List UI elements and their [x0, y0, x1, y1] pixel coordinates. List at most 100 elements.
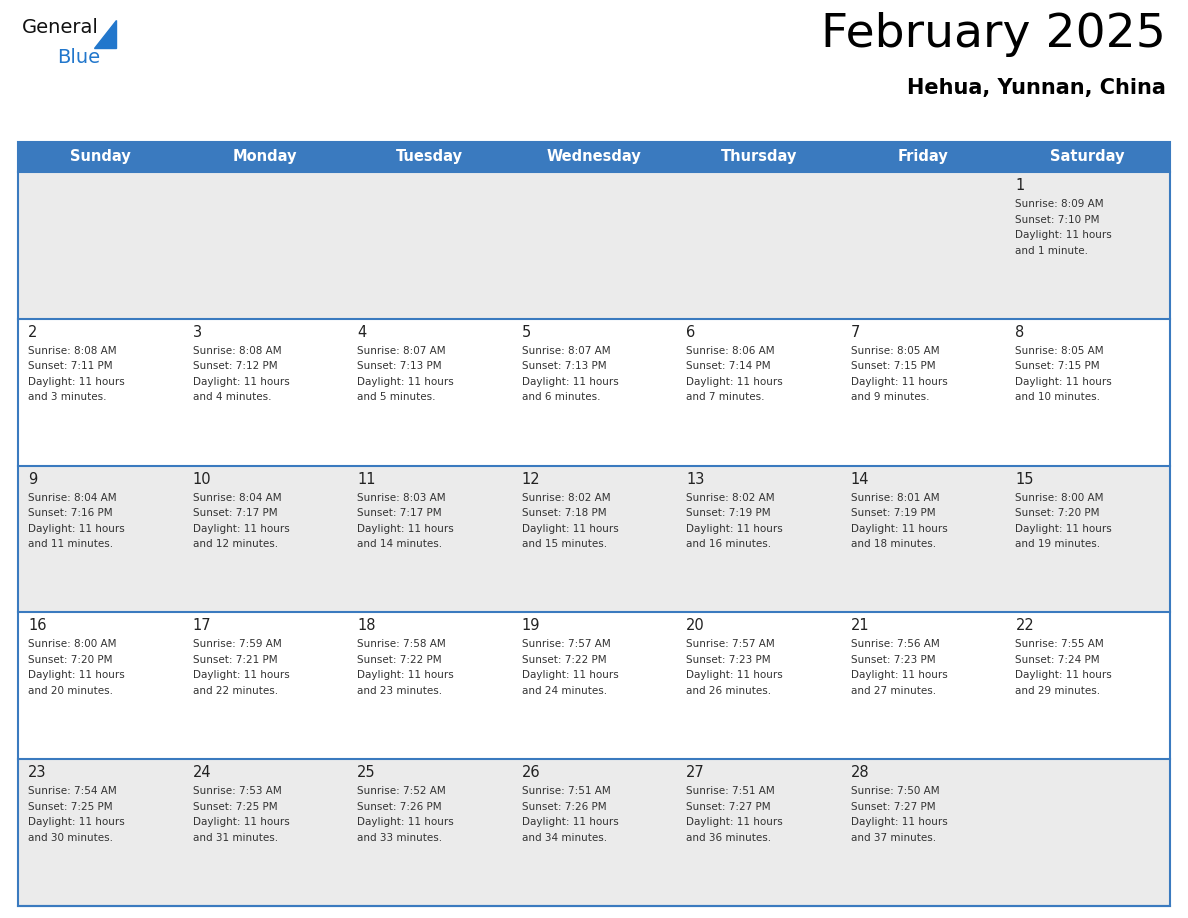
Text: 28: 28 — [851, 766, 870, 780]
Text: Sunrise: 8:00 AM: Sunrise: 8:00 AM — [29, 640, 116, 649]
Text: 5: 5 — [522, 325, 531, 340]
Text: Sunset: 7:16 PM: Sunset: 7:16 PM — [29, 508, 113, 518]
Text: 13: 13 — [687, 472, 704, 487]
Text: Daylight: 11 hours: Daylight: 11 hours — [1016, 670, 1112, 680]
Text: Sunrise: 8:02 AM: Sunrise: 8:02 AM — [522, 493, 611, 502]
Polygon shape — [94, 20, 116, 48]
Text: 16: 16 — [29, 619, 46, 633]
Text: Daylight: 11 hours: Daylight: 11 hours — [851, 670, 948, 680]
Text: February 2025: February 2025 — [821, 12, 1165, 57]
Text: and 16 minutes.: and 16 minutes. — [687, 539, 771, 549]
Text: 27: 27 — [687, 766, 704, 780]
Text: Sunset: 7:25 PM: Sunset: 7:25 PM — [192, 801, 277, 812]
Text: Daylight: 11 hours: Daylight: 11 hours — [358, 817, 454, 827]
Text: Daylight: 11 hours: Daylight: 11 hours — [1016, 230, 1112, 240]
Text: Sunset: 7:12 PM: Sunset: 7:12 PM — [192, 362, 277, 371]
Text: Sunday: Sunday — [70, 150, 131, 164]
Text: Sunset: 7:17 PM: Sunset: 7:17 PM — [358, 508, 442, 518]
Text: 12: 12 — [522, 472, 541, 487]
Text: Sunrise: 7:53 AM: Sunrise: 7:53 AM — [192, 786, 282, 796]
Text: Sunrise: 8:08 AM: Sunrise: 8:08 AM — [29, 346, 116, 356]
Text: and 5 minutes.: and 5 minutes. — [358, 392, 436, 402]
Text: Sunset: 7:20 PM: Sunset: 7:20 PM — [1016, 508, 1100, 518]
Text: and 15 minutes.: and 15 minutes. — [522, 539, 607, 549]
Text: Sunrise: 8:04 AM: Sunrise: 8:04 AM — [192, 493, 282, 502]
Text: and 24 minutes.: and 24 minutes. — [522, 686, 607, 696]
Bar — [18, 465, 1170, 612]
Text: Daylight: 11 hours: Daylight: 11 hours — [29, 670, 125, 680]
Text: Sunset: 7:24 PM: Sunset: 7:24 PM — [1016, 655, 1100, 665]
Text: Daylight: 11 hours: Daylight: 11 hours — [851, 817, 948, 827]
Text: 18: 18 — [358, 619, 375, 633]
Text: Saturday: Saturday — [1050, 150, 1125, 164]
Text: and 23 minutes.: and 23 minutes. — [358, 686, 442, 696]
Text: and 12 minutes.: and 12 minutes. — [192, 539, 278, 549]
Text: Daylight: 11 hours: Daylight: 11 hours — [851, 523, 948, 533]
Text: 15: 15 — [1016, 472, 1034, 487]
Text: Sunset: 7:22 PM: Sunset: 7:22 PM — [522, 655, 606, 665]
Text: Sunset: 7:13 PM: Sunset: 7:13 PM — [522, 362, 606, 371]
Text: Monday: Monday — [233, 150, 297, 164]
Text: Daylight: 11 hours: Daylight: 11 hours — [358, 523, 454, 533]
Text: Daylight: 11 hours: Daylight: 11 hours — [1016, 523, 1112, 533]
Text: 10: 10 — [192, 472, 211, 487]
Text: and 37 minutes.: and 37 minutes. — [851, 833, 936, 843]
Text: Daylight: 11 hours: Daylight: 11 hours — [192, 523, 290, 533]
Text: Wednesday: Wednesday — [546, 150, 642, 164]
Text: 14: 14 — [851, 472, 870, 487]
Text: Sunset: 7:25 PM: Sunset: 7:25 PM — [29, 801, 113, 812]
Text: and 30 minutes.: and 30 minutes. — [29, 833, 113, 843]
Text: Daylight: 11 hours: Daylight: 11 hours — [1016, 376, 1112, 386]
Bar — [18, 319, 1170, 465]
Text: Sunrise: 8:02 AM: Sunrise: 8:02 AM — [687, 493, 775, 502]
Text: Daylight: 11 hours: Daylight: 11 hours — [522, 817, 619, 827]
Text: Sunset: 7:15 PM: Sunset: 7:15 PM — [851, 362, 935, 371]
Text: Daylight: 11 hours: Daylight: 11 hours — [687, 670, 783, 680]
Text: Thursday: Thursday — [720, 150, 797, 164]
Text: Sunrise: 8:08 AM: Sunrise: 8:08 AM — [192, 346, 282, 356]
Text: Sunset: 7:27 PM: Sunset: 7:27 PM — [687, 801, 771, 812]
Text: Sunrise: 7:59 AM: Sunrise: 7:59 AM — [192, 640, 282, 649]
Text: Sunset: 7:23 PM: Sunset: 7:23 PM — [687, 655, 771, 665]
Text: Sunset: 7:11 PM: Sunset: 7:11 PM — [29, 362, 113, 371]
Text: Sunrise: 7:58 AM: Sunrise: 7:58 AM — [358, 640, 446, 649]
Text: 1: 1 — [1016, 178, 1025, 193]
Text: Sunset: 7:19 PM: Sunset: 7:19 PM — [687, 508, 771, 518]
Text: 24: 24 — [192, 766, 211, 780]
Text: Sunset: 7:18 PM: Sunset: 7:18 PM — [522, 508, 606, 518]
Text: Sunrise: 7:51 AM: Sunrise: 7:51 AM — [687, 786, 775, 796]
Text: Daylight: 11 hours: Daylight: 11 hours — [358, 376, 454, 386]
Text: 22: 22 — [1016, 619, 1035, 633]
Text: Sunset: 7:13 PM: Sunset: 7:13 PM — [358, 362, 442, 371]
Text: Daylight: 11 hours: Daylight: 11 hours — [29, 523, 125, 533]
Text: 2: 2 — [29, 325, 37, 340]
Text: Sunset: 7:23 PM: Sunset: 7:23 PM — [851, 655, 935, 665]
Text: Sunrise: 8:04 AM: Sunrise: 8:04 AM — [29, 493, 116, 502]
Text: and 19 minutes.: and 19 minutes. — [1016, 539, 1100, 549]
Text: Sunrise: 8:07 AM: Sunrise: 8:07 AM — [522, 346, 611, 356]
Text: and 18 minutes.: and 18 minutes. — [851, 539, 936, 549]
Text: and 3 minutes.: and 3 minutes. — [29, 392, 107, 402]
Text: 21: 21 — [851, 619, 870, 633]
Text: Sunrise: 8:09 AM: Sunrise: 8:09 AM — [1016, 199, 1104, 209]
Text: Friday: Friday — [898, 150, 948, 164]
Text: Sunset: 7:17 PM: Sunset: 7:17 PM — [192, 508, 277, 518]
Text: and 36 minutes.: and 36 minutes. — [687, 833, 771, 843]
Text: Sunrise: 7:57 AM: Sunrise: 7:57 AM — [522, 640, 611, 649]
Text: Sunrise: 8:00 AM: Sunrise: 8:00 AM — [1016, 493, 1104, 502]
Text: and 14 minutes.: and 14 minutes. — [358, 539, 442, 549]
Text: 8: 8 — [1016, 325, 1025, 340]
Text: Sunrise: 7:51 AM: Sunrise: 7:51 AM — [522, 786, 611, 796]
Text: 9: 9 — [29, 472, 37, 487]
Text: and 27 minutes.: and 27 minutes. — [851, 686, 936, 696]
Text: Sunrise: 7:54 AM: Sunrise: 7:54 AM — [29, 786, 116, 796]
Text: 6: 6 — [687, 325, 695, 340]
Text: Daylight: 11 hours: Daylight: 11 hours — [522, 523, 619, 533]
Text: 11: 11 — [358, 472, 375, 487]
Text: Sunrise: 8:07 AM: Sunrise: 8:07 AM — [358, 346, 446, 356]
Text: Sunrise: 7:55 AM: Sunrise: 7:55 AM — [1016, 640, 1104, 649]
Text: and 11 minutes.: and 11 minutes. — [29, 539, 113, 549]
Text: Daylight: 11 hours: Daylight: 11 hours — [192, 376, 290, 386]
Text: Sunrise: 7:50 AM: Sunrise: 7:50 AM — [851, 786, 940, 796]
Text: General: General — [23, 18, 99, 37]
